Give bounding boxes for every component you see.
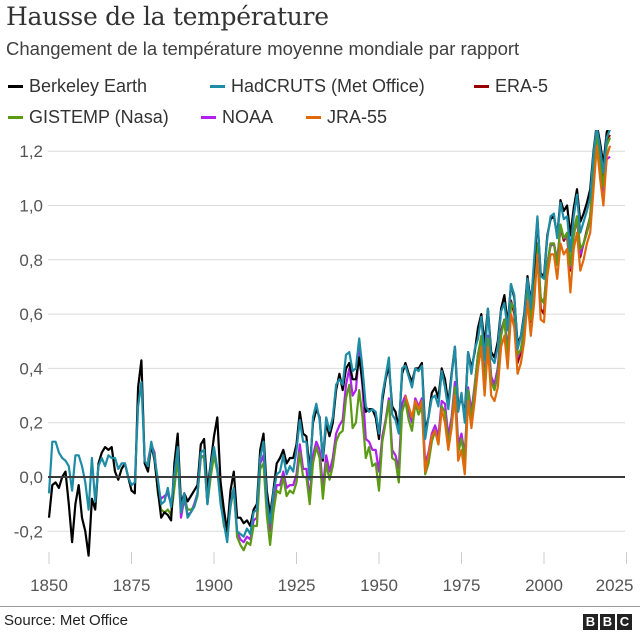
series-line-jra-55: [404, 144, 612, 476]
footer-divider: [0, 606, 640, 607]
legend-item-jra55: JRA-55: [306, 107, 387, 128]
y-tick-label: 0,4: [19, 359, 43, 378]
x-tick-label: 1850: [30, 576, 68, 595]
legend-label: NOAA: [222, 107, 274, 127]
y-tick-label: 1,2: [19, 142, 43, 161]
legend-swatch: [474, 85, 489, 88]
legend-item-era5: ERA-5: [474, 76, 548, 97]
x-tick-label: 1875: [113, 576, 151, 595]
y-tick-label: 0,6: [19, 305, 43, 324]
series-line-berkeley-earth: [47, 130, 609, 557]
source-note: Source: Met Office: [4, 612, 128, 629]
y-tick-label: -0,2: [14, 522, 43, 541]
legend-swatch: [306, 116, 321, 119]
legend-swatch: [210, 85, 225, 88]
series-line-hadcruts-met-office: [47, 130, 611, 544]
x-tick-label: 1900: [195, 576, 233, 595]
x-tick-label: 1925: [278, 576, 316, 595]
legend-item-hadcruts: HadCRUTS (Met Office): [210, 76, 425, 97]
line-chart: -0,2 0,0 0,2 0,4 0,6 0,8 1,0 1,2 1850 1875 1900 192…: [14, 130, 634, 595]
x-tick-label: 1950: [360, 576, 398, 595]
legend-label: HadCRUTS (Met Office): [231, 76, 425, 96]
chart-title: Hausse de la température: [6, 2, 329, 31]
legend-item-gistemp: GISTEMP (Nasa): [8, 107, 169, 128]
y-tick-label: 0,8: [19, 251, 43, 270]
x-tick-label: 2000: [525, 576, 563, 595]
legend-label: JRA-55: [327, 107, 388, 127]
legend-item-berkeley: Berkeley Earth: [8, 76, 147, 97]
series-line-gistemp-nasa: [146, 133, 612, 552]
chart-subtitle: Changement de la température moyenne mon…: [6, 38, 520, 59]
x-tick-label: 2025: [596, 576, 634, 595]
x-tick-label: 1975: [443, 576, 481, 595]
legend-swatch: [201, 116, 216, 119]
legend-label: Berkeley Earth: [29, 76, 148, 96]
y-tick-label: 0,0: [19, 468, 43, 487]
y-tick-label: 1,0: [19, 197, 43, 216]
legend-swatch: [8, 85, 23, 88]
y-tick-label: 0,2: [19, 414, 43, 433]
legend-label: GISTEMP (Nasa): [29, 107, 169, 127]
legend-label: ERA-5: [495, 76, 549, 96]
legend-item-noaa: NOAA: [201, 107, 273, 128]
legend-swatch: [8, 116, 23, 119]
